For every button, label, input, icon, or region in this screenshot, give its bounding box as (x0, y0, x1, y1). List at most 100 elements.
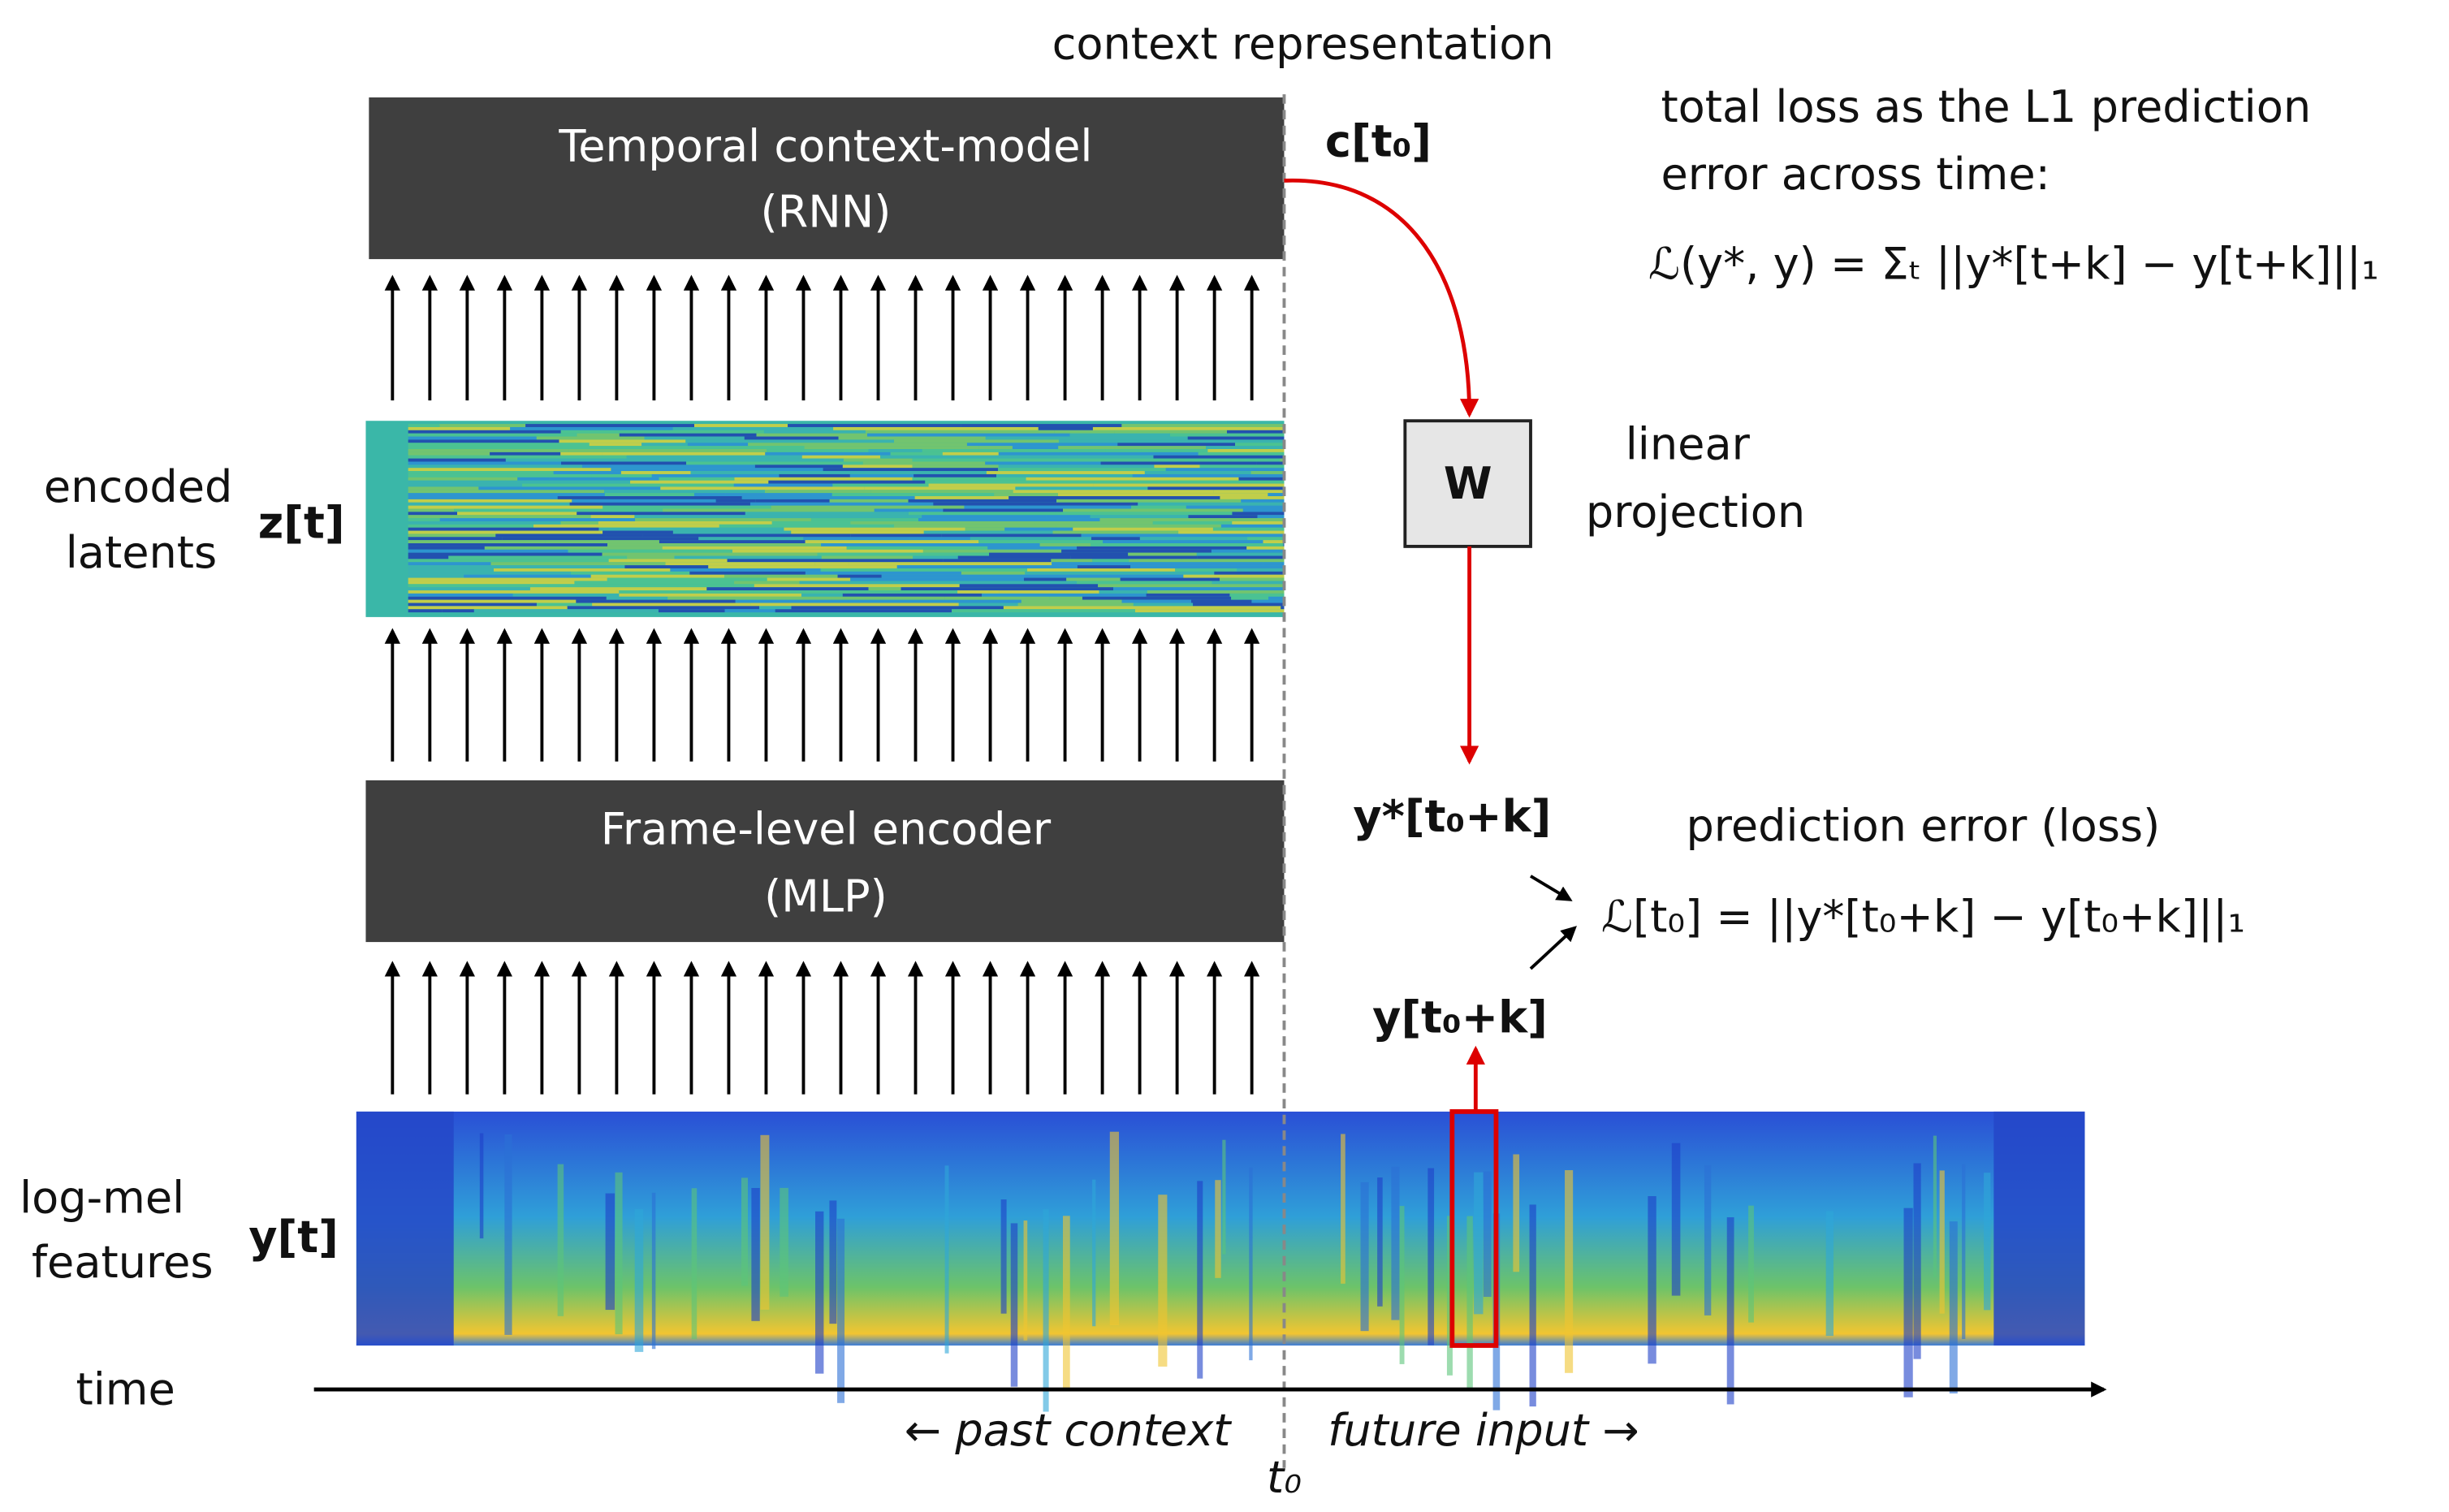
latent-cell (439, 424, 526, 427)
latent-cell (978, 446, 1013, 450)
latent-cell (561, 461, 687, 465)
latent-cell (1173, 606, 1281, 610)
spectral-stripe (1962, 1164, 1966, 1339)
spectral-stripe (1466, 1216, 1473, 1390)
latent-cell (1280, 458, 1285, 462)
latent-cell (670, 568, 821, 572)
latent-cell (763, 430, 866, 434)
latent-cell (560, 430, 764, 434)
label: projection (1586, 486, 1805, 538)
latent-cell (619, 590, 754, 594)
latent-cell (502, 537, 699, 541)
latent-cell (842, 464, 913, 469)
latent-cell (490, 540, 546, 544)
latent-cell (942, 451, 999, 456)
latent-cell (1154, 464, 1200, 469)
latent-cell (525, 424, 694, 427)
latent-cell (850, 577, 970, 581)
latent-cell (998, 451, 1199, 456)
latent-cell (408, 433, 577, 437)
latent-cell (611, 468, 823, 472)
latent-cell (1131, 505, 1186, 509)
latent-cell (687, 443, 749, 447)
spectrogram (356, 1111, 2085, 1412)
latent-cell (986, 471, 1145, 474)
latent-cell (1187, 436, 1285, 440)
latent-cell (408, 562, 491, 566)
latent-cell (408, 455, 627, 459)
latent-cell (817, 552, 990, 556)
spectral-stripe (1377, 1177, 1383, 1307)
latent-cell (767, 471, 987, 474)
spectral-stripe (1748, 1205, 1754, 1323)
latent-cell (850, 534, 942, 538)
latent-cell (1091, 537, 1140, 541)
latent-cell (1112, 587, 1285, 591)
latent-cell (954, 449, 1106, 452)
latent-cell (957, 590, 1000, 594)
latent-cell (408, 584, 508, 588)
spectral-stripe (1043, 1209, 1049, 1412)
latent-cell (810, 518, 918, 521)
latent-cell (868, 449, 922, 452)
latent-cell (559, 439, 686, 443)
latent-cell (1268, 493, 1285, 497)
latent-cell (454, 508, 663, 512)
latent-cell (995, 574, 1184, 578)
latent-cell (741, 496, 915, 499)
latent-cell (989, 552, 1129, 556)
latent-cell (837, 574, 882, 578)
formula: ℒ[t₀] = ||y*[t₀+k] − y[t₀+k]||₁ (1601, 892, 2245, 943)
latent-cell (706, 587, 869, 591)
latent-cell (698, 537, 804, 541)
spectral-stripe (479, 1133, 484, 1239)
latent-cell (592, 603, 751, 607)
latent-cell (1251, 599, 1285, 603)
latent-cell (969, 577, 1024, 581)
latent-cell (408, 568, 495, 572)
latent-cell (868, 587, 901, 591)
latent-cell (557, 496, 742, 499)
latent-cell (1283, 543, 1285, 546)
latent-cell (490, 562, 666, 566)
latent-cell (408, 443, 590, 447)
latent-cell (1075, 587, 1113, 591)
latent-cell (865, 430, 1055, 434)
latent-cell (408, 559, 609, 563)
latent-cell (1169, 433, 1285, 437)
latent-cell (1038, 426, 1093, 430)
latent-cell (881, 574, 996, 578)
label: log-mel (19, 1173, 184, 1224)
latent-cell (1193, 603, 1285, 607)
latent-cell (549, 477, 659, 481)
latent-cell (1017, 603, 1134, 607)
spectral-stripe (760, 1134, 770, 1310)
latent-cell (1144, 471, 1251, 474)
latent-cell (1077, 581, 1212, 585)
latent-cell (685, 439, 894, 443)
latent-cell (914, 496, 1009, 499)
latent-cell (659, 477, 735, 481)
latent-cell (1073, 527, 1213, 531)
latent-cell (1093, 483, 1285, 487)
latent-cell (1049, 596, 1082, 600)
spectral-stripe (751, 1187, 760, 1321)
latent-cell (408, 449, 569, 452)
latent-cell (941, 534, 1082, 538)
latent-cell (831, 596, 945, 600)
latent-cell (408, 502, 570, 506)
latent-cell (672, 426, 834, 430)
latent-cell (408, 518, 440, 521)
spectral-stripe (1939, 1170, 1945, 1314)
latent-cell (874, 508, 944, 512)
latent-cell (748, 443, 967, 447)
latent-cell (598, 521, 772, 525)
latent-cell (672, 530, 792, 534)
w-label: W (1444, 458, 1492, 509)
latent-cell (814, 562, 849, 566)
latent-cell (408, 574, 464, 578)
latent-cell (591, 473, 652, 477)
latent-cell (408, 446, 607, 450)
spectral-stripe (1109, 1131, 1120, 1325)
latent-cell (408, 496, 558, 499)
